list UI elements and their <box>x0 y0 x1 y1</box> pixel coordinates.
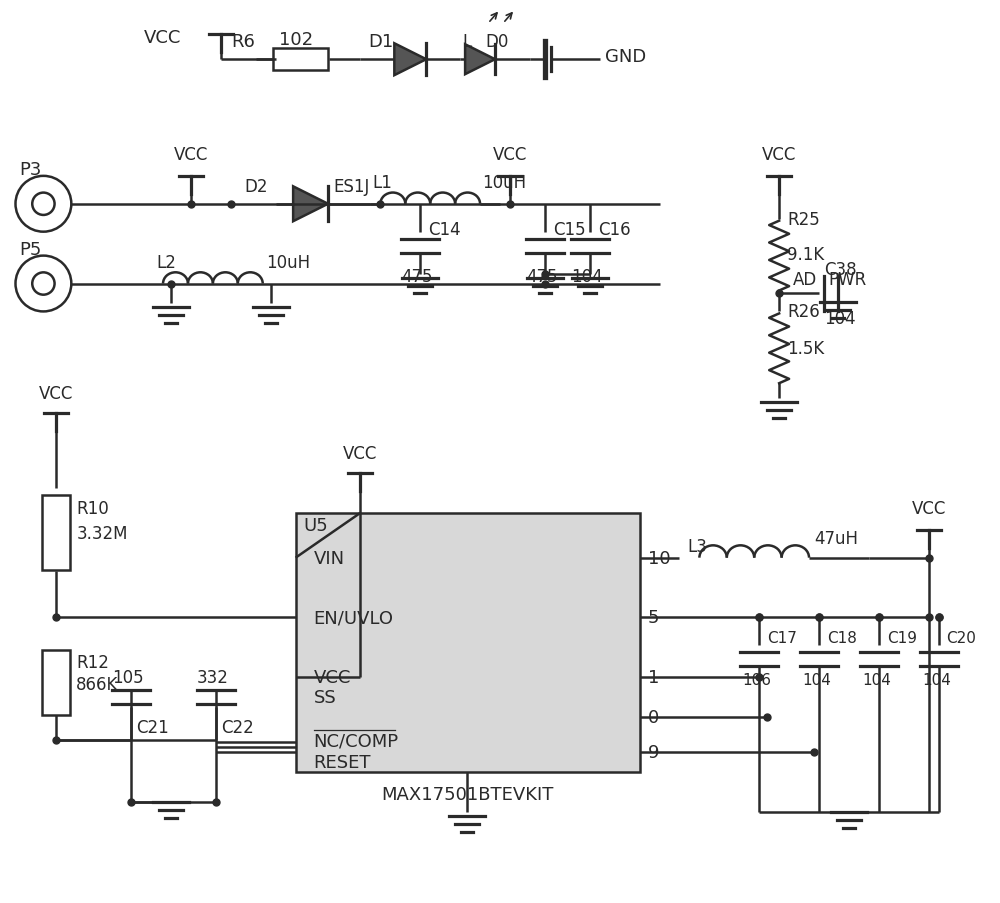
Text: 332: 332 <box>197 668 229 686</box>
Text: VCC: VCC <box>911 499 946 517</box>
Text: C21: C21 <box>136 719 169 736</box>
Text: 104: 104 <box>824 310 856 328</box>
Text: 1: 1 <box>648 668 659 686</box>
Text: NC/COMP: NC/COMP <box>314 731 399 749</box>
Text: 47uH: 47uH <box>814 529 858 547</box>
Text: 9: 9 <box>648 743 659 761</box>
Text: PWR: PWR <box>828 270 866 288</box>
Text: C20: C20 <box>947 630 976 646</box>
Bar <box>296 513 640 772</box>
Text: C15: C15 <box>553 220 585 238</box>
Bar <box>42 496 70 571</box>
Text: EN/UVLO: EN/UVLO <box>314 609 394 627</box>
Text: P3: P3 <box>19 161 42 179</box>
Text: D1: D1 <box>368 33 394 51</box>
Text: 106: 106 <box>743 672 772 687</box>
Text: GND: GND <box>605 48 646 66</box>
Text: 105: 105 <box>112 668 144 686</box>
Text: AD: AD <box>793 270 817 288</box>
Text: C18: C18 <box>827 630 857 646</box>
Text: C17: C17 <box>767 630 797 646</box>
Text: VIN: VIN <box>314 549 345 567</box>
Text: 9.1K: 9.1K <box>787 246 824 264</box>
Text: 475: 475 <box>402 267 433 285</box>
Text: C38: C38 <box>824 260 857 278</box>
Text: 104: 104 <box>803 672 831 687</box>
Text: 104: 104 <box>922 672 951 687</box>
Text: C19: C19 <box>887 630 917 646</box>
Text: L3: L3 <box>687 537 707 555</box>
Bar <box>42 650 70 715</box>
Text: RESET: RESET <box>314 753 371 771</box>
Text: R26: R26 <box>787 303 820 321</box>
Text: SS: SS <box>314 688 336 706</box>
Text: C22: C22 <box>221 719 254 736</box>
Text: VCC: VCC <box>144 29 181 47</box>
Text: 102: 102 <box>279 32 313 50</box>
Text: 10uH: 10uH <box>266 254 310 271</box>
Text: R10: R10 <box>76 499 109 517</box>
Text: D0: D0 <box>485 33 508 51</box>
Text: U5: U5 <box>304 517 328 535</box>
Text: L1: L1 <box>372 173 392 191</box>
Text: VCC: VCC <box>39 385 74 403</box>
Text: VCC: VCC <box>762 145 796 163</box>
Text: VCC: VCC <box>174 145 208 163</box>
Text: L2: L2 <box>156 254 176 271</box>
Text: P5: P5 <box>19 240 42 258</box>
Text: ES1J: ES1J <box>334 178 370 196</box>
Text: 10uH: 10uH <box>482 173 526 191</box>
Text: R25: R25 <box>787 210 820 228</box>
Text: VCC: VCC <box>493 145 527 163</box>
Text: VCC: VCC <box>314 668 351 686</box>
Text: R6: R6 <box>231 33 255 51</box>
Bar <box>273 49 328 71</box>
Text: C14: C14 <box>428 220 461 238</box>
Text: 5: 5 <box>648 609 659 627</box>
Text: C16: C16 <box>598 220 630 238</box>
Text: D2: D2 <box>244 178 268 196</box>
Polygon shape <box>465 45 495 75</box>
Text: 1.5K: 1.5K <box>787 340 824 358</box>
Text: L: L <box>462 33 471 51</box>
Text: VCC: VCC <box>343 444 378 462</box>
Text: 104: 104 <box>571 267 603 285</box>
Polygon shape <box>293 187 328 222</box>
Text: MAX17501BTEVKIT: MAX17501BTEVKIT <box>381 785 554 803</box>
Text: 0: 0 <box>648 708 659 726</box>
Text: 10: 10 <box>648 549 670 567</box>
Text: R12: R12 <box>76 654 109 672</box>
Text: 475: 475 <box>526 267 558 285</box>
Polygon shape <box>394 44 426 76</box>
Text: 104: 104 <box>862 672 891 687</box>
Text: 866K: 866K <box>76 675 119 694</box>
Text: 3.32M: 3.32M <box>76 524 128 542</box>
